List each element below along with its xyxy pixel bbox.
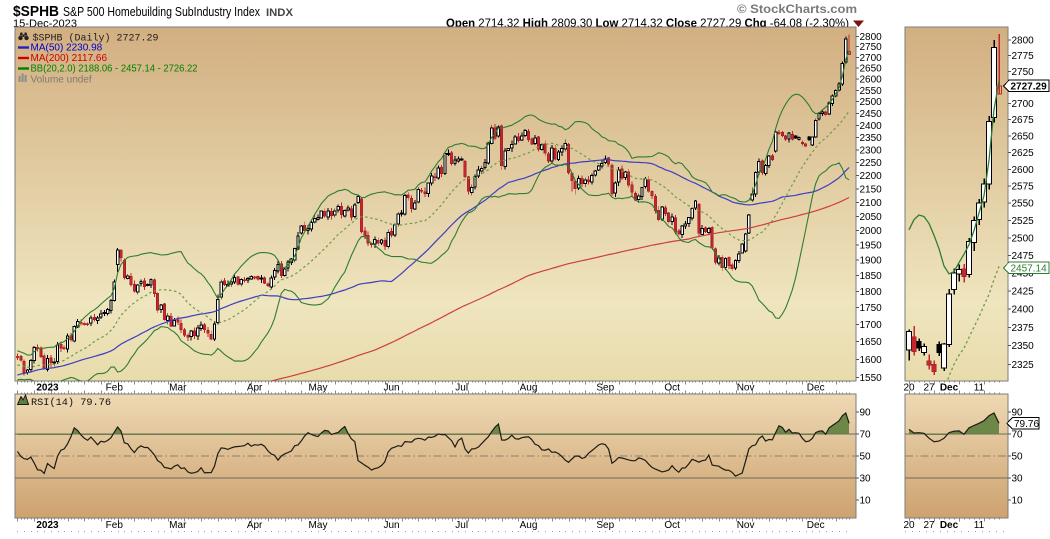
svg-text:2700: 2700 [860, 53, 883, 64]
svg-text:27: 27 [923, 520, 935, 531]
svg-text:$SPHB: $SPHB [13, 3, 59, 20]
svg-text:2350: 2350 [1012, 341, 1035, 352]
svg-text:2325: 2325 [1012, 360, 1035, 371]
svg-text:May: May [309, 520, 328, 531]
svg-text:Sep: Sep [596, 520, 614, 531]
svg-text:50: 50 [1012, 452, 1024, 463]
svg-text:2550: 2550 [1012, 199, 1035, 210]
svg-text:1950: 1950 [860, 241, 883, 252]
svg-text:2750: 2750 [860, 42, 883, 53]
svg-text:1700: 1700 [860, 320, 883, 331]
svg-text:2700: 2700 [1012, 99, 1035, 110]
svg-text:2650: 2650 [860, 64, 883, 75]
svg-text:2425: 2425 [1012, 286, 1035, 297]
svg-text:Jun: Jun [383, 383, 399, 394]
svg-text:2350: 2350 [860, 133, 883, 144]
svg-text:1550: 1550 [860, 373, 883, 384]
svg-text:70: 70 [1012, 430, 1024, 441]
svg-text:2400: 2400 [860, 121, 883, 132]
svg-text:Jun: Jun [383, 520, 399, 531]
svg-text:30: 30 [1012, 474, 1024, 485]
svg-text:2050: 2050 [860, 212, 883, 223]
svg-text:11: 11 [974, 520, 985, 531]
svg-text:79.76: 79.76 [1014, 419, 1039, 430]
svg-text:Mar: Mar [169, 520, 187, 531]
svg-text:Nov: Nov [737, 520, 755, 531]
svg-text:2023: 2023 [36, 383, 59, 394]
svg-text:Dec: Dec [940, 520, 959, 531]
svg-text:11: 11 [974, 383, 985, 394]
svg-text:1850: 1850 [860, 271, 883, 282]
svg-text:Feb: Feb [106, 520, 124, 531]
svg-text:2400: 2400 [1012, 305, 1035, 316]
svg-text:20: 20 [903, 383, 915, 394]
svg-text:2250: 2250 [860, 158, 883, 169]
svg-text:2023: 2023 [36, 520, 59, 531]
svg-text:Oct: Oct [664, 383, 680, 394]
svg-text:2800: 2800 [860, 32, 883, 43]
svg-text:27: 27 [923, 383, 935, 394]
svg-text:1750: 1750 [860, 303, 883, 314]
svg-text:2625: 2625 [1012, 148, 1035, 159]
svg-text:Feb: Feb [106, 383, 124, 394]
svg-text:1800: 1800 [860, 287, 883, 298]
svg-text:70: 70 [860, 430, 872, 441]
svg-text:Jul: Jul [455, 520, 468, 531]
svg-text:2150: 2150 [860, 184, 883, 195]
svg-text:RSI(14) 79.76: RSI(14) 79.76 [31, 397, 111, 409]
svg-text:Jul: Jul [455, 383, 468, 394]
svg-text:Nov: Nov [737, 383, 755, 394]
svg-text:Sep: Sep [596, 383, 614, 394]
svg-text:$SPHB (Daily) 2727.29: $SPHB (Daily) 2727.29 [33, 33, 159, 45]
svg-text:2475: 2475 [1012, 251, 1035, 262]
svg-text:2000: 2000 [860, 226, 883, 237]
svg-text:May: May [309, 383, 328, 394]
svg-text:2575: 2575 [1012, 182, 1035, 193]
svg-text:2600: 2600 [860, 75, 883, 86]
svg-text:MA(50) 2230.98: MA(50) 2230.98 [31, 43, 103, 54]
svg-text:10: 10 [860, 496, 872, 507]
svg-text:90: 90 [1012, 408, 1024, 419]
svg-text:2457.14: 2457.14 [1011, 263, 1048, 274]
svg-text:2500: 2500 [1012, 233, 1035, 244]
svg-text:20: 20 [903, 520, 915, 531]
svg-text:1600: 1600 [860, 355, 883, 366]
svg-text:2650: 2650 [1012, 132, 1035, 143]
svg-text:Dec: Dec [807, 520, 825, 531]
svg-text:2525: 2525 [1012, 216, 1035, 227]
svg-text:Aug: Aug [520, 383, 538, 394]
svg-text:1650: 1650 [860, 337, 883, 348]
svg-text:Dec: Dec [807, 383, 825, 394]
svg-text:2600: 2600 [1012, 165, 1035, 176]
svg-text:2200: 2200 [860, 171, 883, 182]
svg-text:10: 10 [1012, 496, 1024, 507]
svg-text:2750: 2750 [1012, 67, 1035, 78]
svg-text:Mar: Mar [169, 383, 187, 394]
svg-text:50: 50 [860, 452, 872, 463]
svg-text:90: 90 [860, 408, 872, 419]
svg-text:2675: 2675 [1012, 115, 1035, 126]
svg-text:2100: 2100 [860, 198, 883, 209]
svg-text:INDX: INDX [266, 7, 294, 19]
svg-text:© StockCharts.com: © StockCharts.com [737, 2, 857, 16]
svg-text:30: 30 [860, 474, 872, 485]
svg-text:Apr: Apr [247, 520, 263, 531]
svg-text:S&P 500 Homebuilding SubIndust: S&P 500 Homebuilding SubIndustry Index [63, 4, 260, 19]
svg-text:Apr: Apr [247, 383, 263, 394]
svg-text:2550: 2550 [860, 86, 883, 97]
svg-text:Volume undef: Volume undef [31, 75, 92, 86]
svg-text:2727.29: 2727.29 [1011, 81, 1048, 92]
svg-text:2800: 2800 [1012, 36, 1035, 47]
svg-text:Dec: Dec [940, 383, 959, 394]
svg-text:2300: 2300 [860, 145, 883, 156]
svg-text:BB(20,2.0) 2188.06 - 2457.14 -: BB(20,2.0) 2188.06 - 2457.14 - 2726.22 [31, 64, 198, 75]
svg-text:1900: 1900 [860, 256, 883, 267]
svg-text:Aug: Aug [520, 520, 538, 531]
svg-text:2775: 2775 [1012, 51, 1035, 62]
svg-text:2450: 2450 [860, 109, 883, 120]
svg-text:Oct: Oct [664, 520, 680, 531]
svg-text:MA(200) 2117.66: MA(200) 2117.66 [31, 53, 108, 64]
svg-text:2375: 2375 [1012, 323, 1035, 334]
svg-text:2500: 2500 [860, 97, 883, 108]
